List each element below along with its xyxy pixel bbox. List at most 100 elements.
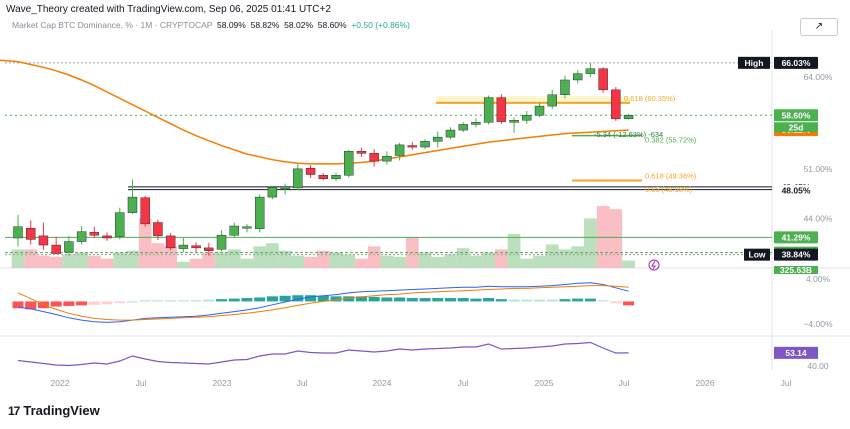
last-price-tag-price-bg xyxy=(774,109,818,122)
volume-column xyxy=(151,243,165,268)
volume-column xyxy=(240,258,254,268)
rsi-line xyxy=(17,341,629,367)
candle-body xyxy=(623,115,634,120)
volume-column xyxy=(75,252,88,268)
macd-histogram-bar xyxy=(406,298,418,302)
macd-histogram-bar xyxy=(546,299,558,302)
low-tag-caption-bg xyxy=(744,248,770,261)
candle-body xyxy=(585,68,596,74)
candle-body xyxy=(191,245,201,249)
candle-body xyxy=(204,247,214,251)
candle-body xyxy=(267,187,278,198)
volume-column xyxy=(533,255,546,268)
ohlc-change: +0.50 (+0.86%) xyxy=(351,20,410,30)
macd-histogram-bar xyxy=(534,299,546,302)
tradingview-logo-icon: 17 xyxy=(8,404,20,418)
volume-column xyxy=(393,256,406,268)
macd-histogram-bar xyxy=(292,295,304,302)
candle-body xyxy=(165,235,176,249)
share-button[interactable]: ↗ xyxy=(800,18,838,36)
volume-column xyxy=(113,252,127,268)
macd-histogram-bar xyxy=(623,301,635,306)
volume-column xyxy=(609,209,623,268)
candle-body xyxy=(445,129,456,138)
macd-histogram-bar xyxy=(597,300,609,302)
low-tag-price: 38.84% xyxy=(782,250,811,260)
macd-histogram-bar xyxy=(152,300,164,302)
low-tag-price-bg xyxy=(774,248,818,261)
macd-histogram-bar xyxy=(241,298,253,302)
candle-body xyxy=(305,167,316,175)
candle-body xyxy=(216,234,227,250)
volume-column xyxy=(316,250,330,268)
macd-histogram-bar xyxy=(254,297,266,302)
candle-body xyxy=(471,122,481,125)
level-48-05-tag-price: 48.05% xyxy=(782,186,811,196)
macd-histogram-bar xyxy=(165,300,177,302)
ohlc-open: 58.09% xyxy=(217,20,246,30)
volume-column xyxy=(177,261,190,268)
volume-column xyxy=(558,249,572,268)
macd-histogram-bar xyxy=(228,298,240,302)
macd-histogram-bar xyxy=(216,299,228,302)
candle-body xyxy=(242,226,252,229)
x-tick-label: Jul xyxy=(781,378,792,388)
candle-body xyxy=(76,231,87,242)
volume-column xyxy=(304,256,317,268)
macd-histogram-bar xyxy=(584,298,596,302)
x-tick-label: 2022 xyxy=(51,378,70,388)
ohlc-legend: Market Cap BTC Dominance, % · 1M · CRYPT… xyxy=(12,20,410,30)
tradingview-logo[interactable]: 17 TradingView xyxy=(8,403,100,418)
macd-histogram-bar xyxy=(126,301,138,303)
chart-canvas[interactable]: 0.618 (60.35%) 0.382 (55.72%)-5.34 (-12.6… xyxy=(0,0,850,400)
macd-histogram-bar xyxy=(610,301,622,304)
volume-column xyxy=(164,246,177,268)
macd-histogram-bar xyxy=(355,296,367,302)
macd-y-tick: 4.00% xyxy=(806,274,831,284)
candle-body xyxy=(483,97,494,123)
macd-histogram-bar xyxy=(508,299,520,302)
rsi-y-tick: 40.00 xyxy=(807,361,829,371)
volume-tag: 325.63B xyxy=(780,265,812,275)
fib-label: -5.34 (-12.63%) -634 xyxy=(594,130,663,139)
volume-column xyxy=(367,246,381,268)
volume-column xyxy=(431,256,445,268)
candle-body xyxy=(140,197,150,225)
symbol-title: Market Cap BTC Dominance, % · 1M · CRYPT… xyxy=(12,20,213,30)
macd-histogram-bar xyxy=(266,296,278,302)
tradingview-logo-text: TradingView xyxy=(23,403,100,418)
macd-histogram-bar xyxy=(114,301,126,304)
macd-histogram-bar xyxy=(305,295,317,302)
fib-label: 0.382 (55.72%) xyxy=(645,136,697,145)
macd-histogram-bar xyxy=(572,298,584,302)
candle-body xyxy=(433,136,443,142)
macd-histogram-bar xyxy=(470,298,482,302)
volume-column xyxy=(24,249,38,268)
candle-body xyxy=(38,235,49,246)
fib-label: 0.618 (49.36%) xyxy=(645,171,697,180)
candle-body xyxy=(115,212,125,237)
volume-column xyxy=(202,252,216,268)
candle-body xyxy=(178,244,189,249)
macd-histogram-bar xyxy=(343,296,355,302)
macd-y-tick: −4.00% xyxy=(803,319,833,329)
volume-column xyxy=(622,260,635,268)
y-tick-label: 64.00% xyxy=(804,72,833,82)
ma-name-bg xyxy=(774,122,818,133)
candle-body xyxy=(407,145,418,148)
last-price-tag-price: 58.60% xyxy=(782,110,811,120)
volume-column xyxy=(11,249,25,268)
macd-histogram-bar xyxy=(88,301,100,305)
candle-body xyxy=(394,144,405,156)
candle-body xyxy=(89,232,100,236)
candle-body xyxy=(153,222,163,237)
candle-body xyxy=(280,186,290,189)
y-tick-label: 44.00% xyxy=(804,213,833,223)
high-tag-caption-bg xyxy=(738,56,770,69)
candle-body xyxy=(509,119,519,123)
moving-average-line xyxy=(0,59,629,165)
high-tag-price-bg xyxy=(774,56,818,69)
candle-body xyxy=(51,244,61,254)
x-tick-label: 2024 xyxy=(373,378,392,388)
volume-column xyxy=(520,258,534,268)
